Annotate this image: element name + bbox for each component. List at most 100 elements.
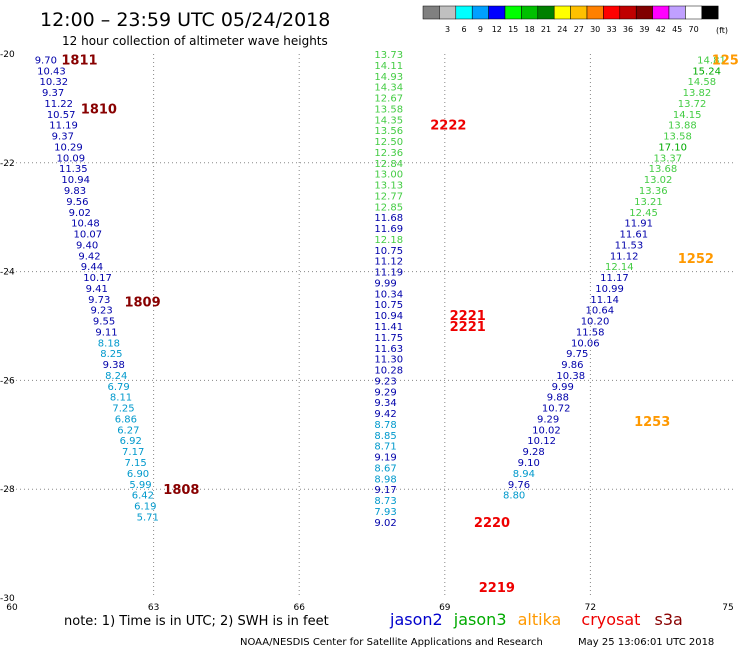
swh-point-label: 11.91 — [624, 219, 653, 230]
pass-time-label: 1809 — [124, 296, 160, 311]
swh-point-label: 10.20 — [581, 317, 610, 328]
scale-label: 6 — [461, 25, 466, 34]
swh-point-label: 9.42 — [374, 409, 396, 420]
swh-point-label: 11.12 — [374, 257, 403, 268]
swh-point-label: 10.72 — [542, 404, 571, 415]
swh-point-label: 9.99 — [552, 382, 574, 393]
swh-point-label: 13.56 — [374, 126, 403, 137]
swh-point-label: 9.02 — [374, 518, 396, 529]
satellite-name-altika: altika — [518, 610, 562, 629]
scale-swatch — [553, 5, 571, 20]
y-tick-label: -24 — [0, 268, 15, 278]
scale-unit-label: (ft) — [716, 26, 728, 35]
swh-point-label: 12.14 — [605, 262, 634, 273]
swh-point-label: 12.84 — [374, 159, 403, 170]
swh-point-label: 17.10 — [658, 142, 687, 153]
swh-point-label: 9.34 — [374, 398, 396, 409]
footnote: note: 1) Time is in UTC; 2) SWH is in fe… — [64, 614, 329, 629]
swh-point-label: 10.48 — [71, 219, 100, 230]
scale-label: 9 — [478, 25, 483, 34]
pass-time-label: 2219 — [479, 581, 515, 596]
swh-point-label: 10.94 — [61, 175, 90, 186]
x-tick-label: 66 — [293, 603, 305, 613]
scale-swatch — [603, 5, 621, 20]
swh-point-label: 6.86 — [115, 414, 137, 425]
swh-point-label: 11.53 — [615, 240, 644, 251]
chart-title: 12:00 – 23:59 UTC 05/24/2018 — [40, 9, 330, 31]
swh-point-label: 11.30 — [374, 355, 403, 366]
swh-point-label: 9.41 — [86, 284, 108, 295]
swh-point-label: 9.42 — [78, 251, 100, 262]
y-tick-label: -26 — [0, 376, 15, 386]
swh-point-label: 6.79 — [107, 382, 129, 393]
swh-point-label: 9.19 — [374, 453, 396, 464]
swh-point-label: 11.63 — [374, 344, 403, 355]
scale-swatch — [471, 5, 489, 20]
scale-label: 45 — [672, 25, 682, 34]
scale-swatch — [635, 5, 653, 20]
y-tick-label: -20 — [0, 50, 15, 60]
scale-label: 39 — [639, 25, 649, 34]
chart-subtitle: 12 hour collection of altimeter wave hei… — [62, 34, 328, 48]
swh-point-label: 13.73 — [374, 50, 403, 61]
swh-point-label: 9.73 — [88, 295, 110, 306]
swh-point-label: 15.24 — [692, 66, 721, 77]
swh-point-label: 8.85 — [374, 431, 396, 442]
swh-point-label: 10.17 — [83, 273, 112, 284]
swh-point-label: 13.58 — [374, 104, 403, 115]
swh-point-label: 9.40 — [76, 240, 98, 251]
swh-point-label: 9.28 — [522, 447, 544, 458]
pass-time-label: 1810 — [81, 102, 117, 117]
swh-point-label: 11.69 — [374, 224, 403, 235]
swh-point-label: 14.11 — [374, 61, 403, 72]
scale-label: 15 — [508, 25, 518, 34]
pass-time-label: 125 — [712, 53, 739, 68]
swh-point-label: 14.58 — [687, 77, 716, 88]
swh-point-label: 11.19 — [374, 268, 403, 279]
swh-point-label: 8.98 — [374, 474, 396, 485]
pass-time-label: 2220 — [474, 516, 510, 531]
swh-point-label: 13.00 — [374, 170, 403, 181]
scale-label: 3 — [445, 25, 450, 34]
swh-point-label: 11.75 — [374, 333, 403, 344]
swh-point-label: 6.27 — [117, 425, 139, 436]
swh-point-label: 12.36 — [374, 148, 403, 159]
swh-point-label: 8.71 — [374, 442, 396, 453]
swh-point-label: 14.35 — [374, 115, 403, 126]
swh-point-label: 9.37 — [52, 132, 74, 143]
swh-point-label: 8.25 — [100, 349, 122, 360]
swh-point-label: 10.34 — [374, 289, 403, 300]
x-tick-label: 72 — [585, 603, 596, 613]
swh-point-label: 8.18 — [98, 338, 120, 349]
swh-point-label: 10.06 — [571, 338, 600, 349]
y-tick-label: -28 — [0, 485, 15, 495]
swh-point-label: 12.50 — [374, 137, 403, 148]
map-grid — [8, 54, 736, 598]
timestamp: May 25 13:06:01 UTC 2018 — [578, 637, 714, 648]
scale-swatch — [570, 5, 588, 20]
credit: NOAA/NESDIS Center for Satellite Applica… — [240, 637, 543, 648]
swh-point-label: 10.07 — [74, 230, 103, 241]
swh-point-label: 11.41 — [374, 322, 403, 333]
scale-label: 33 — [607, 25, 617, 34]
scale-swatch — [619, 5, 637, 20]
scale-swatch — [701, 5, 719, 20]
swh-point-label: 14.15 — [673, 110, 702, 121]
swh-point-label: 13.82 — [683, 88, 712, 99]
swh-point-label: 9.37 — [42, 88, 64, 99]
swh-point-label: 11.12 — [610, 251, 639, 262]
swh-point-label: 14.81 — [697, 55, 726, 66]
swh-point-label: 10.75 — [374, 300, 403, 311]
swh-point-label: 8.11 — [110, 393, 132, 404]
swh-point-label: 11.58 — [576, 327, 605, 338]
swh-point-label: 12.45 — [629, 208, 658, 219]
swh-point-label: 9.70 — [35, 55, 57, 66]
swh-point-label: 6.19 — [134, 502, 156, 513]
swh-point-label: 10.32 — [40, 77, 69, 88]
scale-label: 36 — [623, 25, 633, 34]
swh-point-label: 11.61 — [620, 230, 649, 241]
swh-point-label: 7.15 — [124, 458, 146, 469]
satellite-name-s3a: s3a — [655, 610, 683, 629]
swh-point-label: 10.02 — [532, 425, 561, 436]
